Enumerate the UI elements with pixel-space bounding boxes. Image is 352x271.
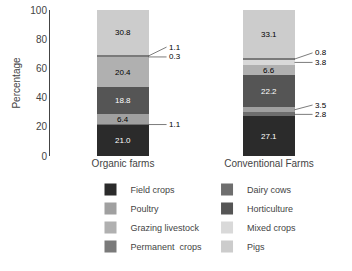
svg-text:2.8: 2.8 <box>315 110 327 119</box>
svg-text:3.8: 3.8 <box>315 58 327 67</box>
svg-text:30.8: 30.8 <box>115 28 131 37</box>
svg-text:1.1: 1.1 <box>169 120 181 129</box>
svg-text:Mixed crops: Mixed crops <box>247 223 296 233</box>
svg-text:18.8: 18.8 <box>115 96 131 105</box>
svg-text:Permanent crops: Permanent crops <box>131 242 203 252</box>
svg-text:Conventional Farms: Conventional Farms <box>224 158 313 169</box>
svg-text:0.8: 0.8 <box>315 48 327 57</box>
svg-text:21.0: 21.0 <box>115 136 131 145</box>
svg-text:40: 40 <box>36 92 48 103</box>
svg-text:20.4: 20.4 <box>115 68 131 77</box>
svg-text:80: 80 <box>36 34 48 45</box>
svg-text:3.5: 3.5 <box>315 101 327 110</box>
svg-text:Poultry: Poultry <box>131 204 160 214</box>
svg-text:20: 20 <box>36 121 48 132</box>
svg-text:1.1: 1.1 <box>169 43 181 52</box>
svg-text:22.2: 22.2 <box>261 87 277 96</box>
svg-text:0.3: 0.3 <box>169 52 181 61</box>
svg-text:6.6: 6.6 <box>263 66 275 75</box>
svg-text:0: 0 <box>41 151 47 162</box>
svg-text:Dairy cows: Dairy cows <box>247 185 292 195</box>
svg-text:6.4: 6.4 <box>117 115 129 124</box>
svg-text:33.1: 33.1 <box>261 30 277 39</box>
svg-text:Horticulture: Horticulture <box>247 204 293 214</box>
svg-text:Organic farms: Organic farms <box>92 158 155 169</box>
svg-text:Field crops: Field crops <box>131 185 176 195</box>
svg-text:100: 100 <box>30 5 47 16</box>
svg-text:Percentage: Percentage <box>11 57 22 109</box>
svg-text:60: 60 <box>36 63 48 74</box>
svg-text:Pigs: Pigs <box>247 242 265 252</box>
svg-text:Grazing livestock: Grazing livestock <box>131 223 200 233</box>
svg-text:27.1: 27.1 <box>261 132 277 141</box>
